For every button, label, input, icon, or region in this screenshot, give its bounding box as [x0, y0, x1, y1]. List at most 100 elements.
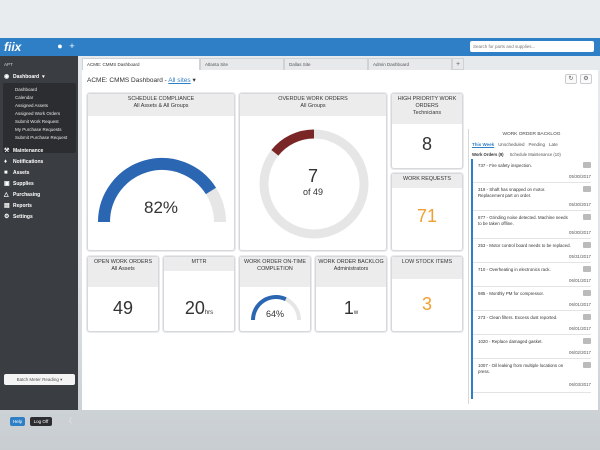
list-item[interactable]: 1020 - Replace damaged gasket. 06/02/2017: [473, 335, 591, 359]
batch-meter-reading-button[interactable]: Batch Meter Reading ▾: [4, 374, 75, 385]
filter-pending[interactable]: Pending: [528, 142, 545, 147]
work-requests-title: WORK REQUESTS: [403, 176, 451, 182]
subtab-work-orders[interactable]: Work Orders (9): [472, 152, 504, 157]
wo-icon: [583, 290, 591, 296]
sidebar-item-submit-purchase-request[interactable]: Submit Purchase Request: [15, 135, 68, 140]
tab-atlanta-site[interactable]: Atlanta Site: [200, 58, 284, 70]
wo-icon: [583, 362, 591, 368]
filter-unscheduled[interactable]: Unscheduled: [498, 142, 525, 147]
tab-admin-dashboard[interactable]: Admin Dashboard: [368, 58, 452, 70]
chart-icon: ▤: [4, 203, 10, 209]
open-work-orders-widget[interactable]: OPEN WORK ORDERS All Assets 49: [87, 256, 159, 332]
backlog-title: WORK ORDER BACKLOG: [502, 132, 561, 137]
sidebar-item-submit-work-request[interactable]: Submit Work Request: [15, 119, 59, 124]
wo-icon: [583, 214, 591, 220]
list-item[interactable]: 737 - Fire safety inspection. 05/30/2017: [473, 159, 591, 183]
schedule-compliance-gauge: [98, 158, 226, 223]
list-item[interactable]: 1007 - Oil leaking from multiple locatio…: [473, 359, 591, 393]
sidebar-item-assigned-work-orders[interactable]: Assigned Work Orders: [15, 111, 61, 116]
subtab-schedule-maintenance[interactable]: Schedule Maintenance (10): [509, 152, 561, 157]
collapse-icon[interactable]: ❮: [68, 418, 74, 424]
tab-acme-dashboard[interactable]: ACME: CMMS Dashboard: [82, 58, 200, 70]
overdue-value: 7: [307, 166, 318, 186]
bell-icon: ♦: [4, 159, 8, 165]
sidebar-supplies[interactable]: ▣ Supplies: [4, 181, 34, 187]
mttr-unit: hrs: [204, 310, 214, 316]
help-button[interactable]: Help: [10, 417, 25, 426]
cart-icon: △: [4, 192, 9, 198]
overdue-ring: [259, 129, 369, 239]
search-input[interactable]: [470, 41, 594, 52]
filter-late[interactable]: Late: [548, 142, 558, 147]
work-requests-value: 71: [416, 206, 438, 226]
top-bar: fiix ● +: [0, 38, 600, 56]
app-window: fiix ● + APT ◉ Dashboard▾ Dashboard Cale…: [0, 38, 600, 426]
sidebar-notifications[interactable]: ♦ Notifications: [4, 159, 44, 165]
open-wo-value: 49: [112, 298, 134, 318]
dashboard-submenu: [3, 83, 76, 153]
list-item[interactable]: 710 - Overheating in electronics rack. 06…: [473, 263, 591, 287]
filter-this-week[interactable]: This Week: [472, 142, 495, 147]
low-stock-value: 3: [421, 294, 432, 314]
schedule-compliance-subtitle: All Assets & All Groups: [133, 103, 189, 109]
on-time-completion-widget[interactable]: WORK ORDER ON-TIME COMPLETION 64%: [239, 256, 311, 332]
fiix-logo[interactable]: fiix: [4, 40, 22, 54]
refresh-button[interactable]: ↻: [565, 74, 577, 84]
sidebar-purchasing[interactable]: △ Purchasing: [4, 192, 41, 198]
high-priority-subtitle: Technicians: [412, 110, 442, 116]
schedule-compliance-widget[interactable]: SCHEDULE COMPLIANCE All Assets & All Gro…: [87, 93, 235, 251]
dashboard-icon: ◉: [4, 74, 10, 80]
on-time-gauge: [251, 295, 301, 321]
low-stock-title: LOW STOCK ITEMS: [401, 259, 453, 265]
schedule-compliance-value: 82%: [143, 198, 179, 217]
overdue-subtitle: All Groups: [300, 103, 326, 109]
user-icon[interactable]: ●: [57, 41, 63, 51]
wo-backlog-unit: w: [353, 310, 359, 316]
sidebar-dashboard[interactable]: ◉ Dashboard ▾: [4, 74, 45, 80]
wo-backlog-subtitle: Administrators: [333, 266, 369, 272]
sidebar-assets[interactable]: ■ Assets: [4, 170, 30, 176]
sidebar-settings[interactable]: ⚙ Settings: [4, 214, 33, 220]
gear-icon: ⚙: [4, 214, 10, 220]
sidebar-reports[interactable]: ▤ Reports: [4, 203, 32, 209]
wo-backlog-widget[interactable]: WORK ORDER BACKLOG Administrators 1w: [315, 256, 387, 332]
list-item[interactable]: 319 - Shaft has snapped on motor. Replac…: [473, 183, 591, 211]
logoff-button[interactable]: Log Off: [30, 417, 52, 426]
list-item[interactable]: 877 - Grinding noise detected. Machine n…: [473, 211, 591, 239]
backlog-items: 737 - Fire safety inspection. 05/30/2017 …: [471, 159, 591, 399]
add-tab-button[interactable]: +: [452, 58, 464, 70]
add-icon[interactable]: +: [69, 41, 75, 51]
tab-dallas-site[interactable]: Dallas Site: [284, 58, 368, 70]
mttr-title: MTTR: [191, 259, 207, 265]
sidebar-maintenance[interactable]: ⚒ Maintenance: [4, 148, 44, 154]
wo-backlog-value: 1w: [343, 298, 359, 318]
on-time-title: WORK ORDER ON-TIME COMPLETION: [244, 259, 306, 272]
page-title: ACME: CMMS Dashboard - All sites ▾: [87, 77, 196, 84]
tab-bar: ACME: CMMS Dashboard Atlanta Site Dallas…: [82, 58, 600, 70]
wo-icon: [583, 162, 591, 168]
wo-icon: [583, 242, 591, 248]
on-time-value: 64%: [265, 309, 284, 319]
overdue-total: of 49: [302, 187, 324, 197]
cube-icon: ■: [4, 170, 8, 176]
dashboard-panel: ACME: CMMS Dashboard - All sites ▾ ↻ ⚙ S…: [82, 70, 598, 410]
high-priority-value: 8: [421, 134, 432, 154]
sidebar-item-my-purchase-requests[interactable]: My Purchase Requests: [15, 127, 62, 132]
box-icon: ▣: [4, 181, 10, 187]
low-stock-widget[interactable]: LOW STOCK ITEMS 3: [391, 256, 463, 332]
list-item[interactable]: 985 - Monthly PM for compressor. 06/01/20…: [473, 287, 591, 311]
sidebar-item-calendar[interactable]: Calendar: [15, 95, 34, 100]
wo-icon: [583, 338, 591, 344]
work-requests-widget[interactable]: WORK REQUESTS 71: [391, 173, 463, 251]
list-item[interactable]: 253 - Motor control board needs to be re…: [473, 239, 591, 263]
backlog-filters: This Week Unscheduled Pending Late: [472, 142, 558, 147]
mttr-widget[interactable]: MTTR 20hrs: [163, 256, 235, 332]
sidebar-item-assigned-assets[interactable]: Assigned Assets: [15, 103, 49, 108]
high-priority-widget[interactable]: HIGH PRIORITY WORK ORDERS Technicians 8: [391, 93, 463, 169]
wo-icon: [583, 266, 591, 272]
all-sites-link[interactable]: All sites: [168, 77, 191, 84]
list-item[interactable]: 273 - Clean filters. Excess dust reporte…: [473, 311, 591, 335]
overdue-work-orders-widget[interactable]: OVERDUE WORK ORDERS All Groups 7 of 49: [239, 93, 387, 251]
sidebar-item-dashboard[interactable]: Dashboard: [15, 87, 38, 92]
settings-button[interactable]: ⚙: [580, 74, 592, 84]
